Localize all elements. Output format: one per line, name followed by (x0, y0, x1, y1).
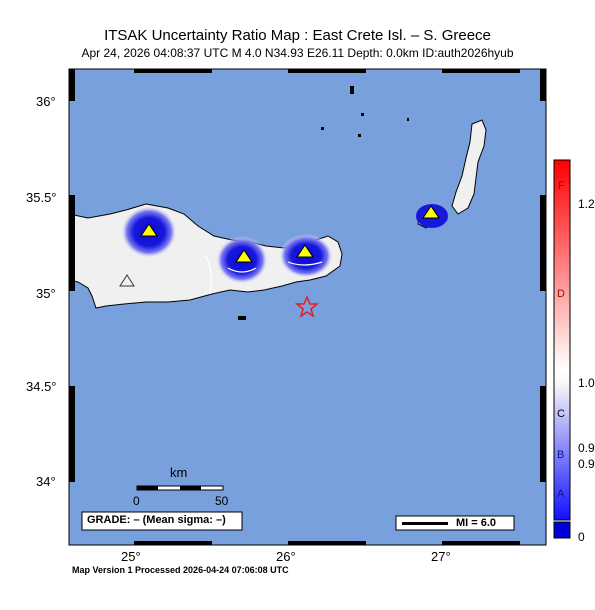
colorbar-letter: D (557, 288, 565, 300)
grade-label: GRADE: – (Mean sigma: –) (87, 514, 226, 526)
lat-tick-label: 35.5° (26, 190, 57, 205)
colorbar-value: 1.0 (578, 376, 595, 390)
station-marker[interactable] (296, 244, 314, 258)
colorbar-value: 0 (578, 530, 585, 544)
grade-box (81, 511, 243, 531)
station-marker-inactive[interactable] (119, 274, 135, 287)
lat-tick-label: 34.5° (26, 379, 57, 394)
scale-unit: km (170, 465, 188, 480)
colorbar-letter: B (557, 449, 565, 461)
epicenter-star[interactable] (294, 295, 320, 318)
colorbar-letter: A (557, 488, 565, 500)
sea-area (69, 69, 546, 545)
stations (119, 205, 440, 287)
frame-ticks (69, 69, 546, 545)
colorbar-letter: C (557, 408, 565, 420)
mi-label: MI = 6.0 (456, 517, 497, 529)
colorbar-value: 1.2 (578, 197, 595, 211)
karpathos-island (451, 119, 487, 215)
event-info: Apr 24, 2026 04:08:37 UTC M 4.0 N34.93 E… (81, 46, 514, 60)
mi-box (395, 515, 515, 531)
colorbar (553, 159, 571, 539)
lat-tick-label: 34° (36, 474, 56, 489)
scale-start: 0 (133, 494, 140, 508)
scale-end: 50 (215, 494, 229, 508)
scale-bar (136, 485, 224, 491)
station-marker[interactable] (422, 205, 440, 219)
colorbar-value: 0.9 (578, 441, 595, 455)
lon-tick-label: 27° (431, 549, 451, 564)
lon-tick-label: 25° (121, 549, 141, 564)
processing-footer: Map Version 1 Processed 2026-04-24 07:06… (72, 565, 289, 575)
map-title: ITSAK Uncertainty Ratio Map : East Crete… (104, 27, 491, 44)
lat-tick-label: 36° (36, 94, 56, 109)
lon-tick-label: 26° (276, 549, 296, 564)
colorbar-value: 0.9 (578, 457, 595, 471)
lat-tick-label: 35° (36, 286, 56, 301)
colorbar-letter: F (558, 180, 565, 192)
station-marker[interactable] (140, 223, 158, 237)
station-marker[interactable] (235, 249, 253, 263)
